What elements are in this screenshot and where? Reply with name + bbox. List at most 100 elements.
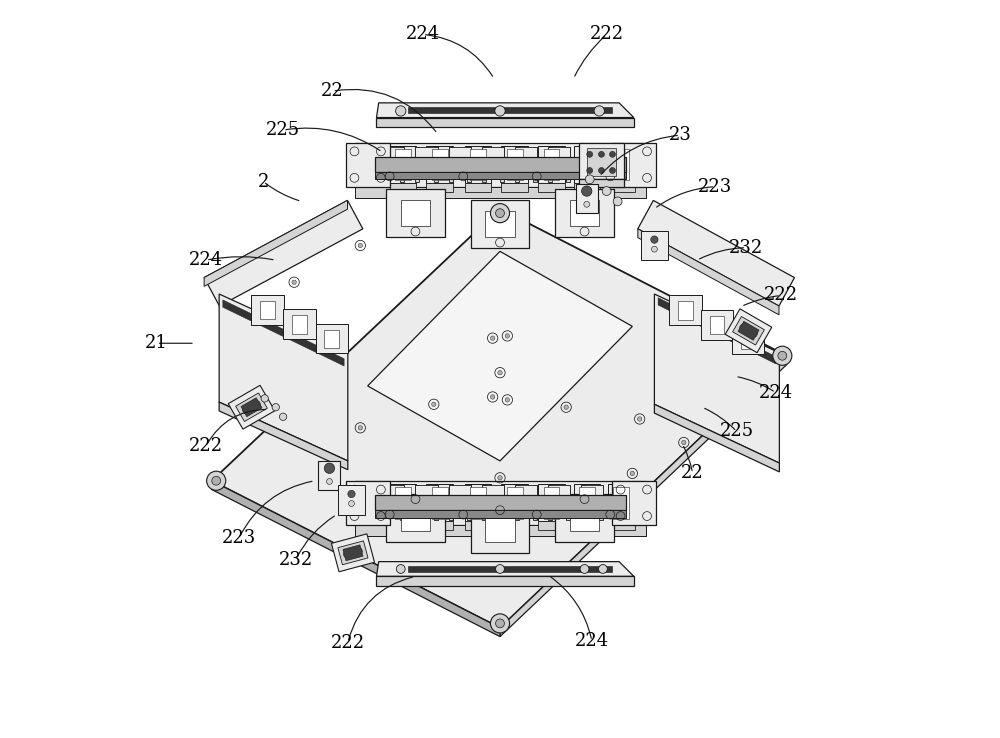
Polygon shape — [401, 505, 430, 531]
Circle shape — [778, 351, 787, 360]
Polygon shape — [251, 295, 284, 325]
Polygon shape — [654, 404, 779, 472]
Polygon shape — [449, 485, 453, 520]
Polygon shape — [432, 149, 448, 180]
Polygon shape — [613, 149, 629, 180]
Polygon shape — [324, 330, 339, 348]
Polygon shape — [471, 505, 529, 553]
Circle shape — [432, 402, 436, 407]
Circle shape — [212, 476, 221, 485]
Text: 232: 232 — [729, 238, 763, 257]
Polygon shape — [658, 297, 776, 364]
Polygon shape — [426, 521, 453, 530]
Circle shape — [651, 236, 658, 244]
Polygon shape — [515, 485, 537, 497]
Polygon shape — [204, 200, 347, 286]
Polygon shape — [555, 494, 614, 542]
Polygon shape — [316, 324, 348, 354]
Circle shape — [207, 471, 226, 490]
Polygon shape — [331, 534, 375, 572]
Polygon shape — [219, 294, 348, 461]
Polygon shape — [212, 480, 500, 637]
Polygon shape — [283, 309, 316, 339]
Circle shape — [490, 336, 495, 340]
Polygon shape — [485, 516, 515, 542]
Circle shape — [396, 106, 406, 116]
Polygon shape — [574, 183, 600, 192]
Circle shape — [496, 619, 504, 628]
Polygon shape — [741, 331, 755, 349]
Text: 222: 222 — [590, 26, 624, 44]
Circle shape — [498, 370, 502, 375]
Text: 224: 224 — [759, 384, 793, 401]
Polygon shape — [654, 294, 779, 463]
Polygon shape — [355, 187, 646, 198]
Polygon shape — [548, 147, 552, 182]
Polygon shape — [599, 485, 603, 520]
Polygon shape — [212, 209, 787, 628]
Text: 223: 223 — [698, 178, 733, 196]
Polygon shape — [415, 147, 438, 159]
Polygon shape — [426, 484, 453, 521]
Polygon shape — [579, 487, 595, 519]
Polygon shape — [219, 402, 348, 469]
Polygon shape — [382, 485, 386, 520]
Circle shape — [682, 441, 686, 445]
Polygon shape — [434, 485, 438, 520]
Polygon shape — [408, 107, 612, 113]
Circle shape — [349, 500, 354, 506]
Circle shape — [599, 168, 604, 173]
Polygon shape — [426, 146, 453, 183]
Circle shape — [610, 168, 615, 173]
Polygon shape — [434, 147, 438, 182]
Polygon shape — [733, 317, 764, 345]
Polygon shape — [390, 521, 416, 530]
Circle shape — [490, 395, 495, 399]
Polygon shape — [501, 146, 528, 183]
Polygon shape — [538, 521, 565, 530]
Circle shape — [358, 244, 363, 248]
Polygon shape — [465, 183, 491, 192]
Polygon shape — [338, 541, 368, 565]
Polygon shape — [204, 200, 363, 306]
Polygon shape — [376, 117, 634, 127]
Polygon shape — [579, 142, 624, 179]
Polygon shape — [346, 480, 390, 525]
Text: 22: 22 — [321, 82, 344, 100]
Polygon shape — [581, 485, 603, 497]
Circle shape — [496, 565, 504, 573]
Polygon shape — [375, 510, 626, 517]
Text: 232: 232 — [278, 551, 313, 569]
Polygon shape — [638, 201, 794, 306]
Circle shape — [613, 197, 622, 206]
Circle shape — [582, 186, 592, 196]
Polygon shape — [574, 146, 600, 183]
Polygon shape — [346, 142, 390, 187]
Circle shape — [580, 565, 589, 573]
Polygon shape — [632, 485, 636, 520]
Polygon shape — [566, 485, 570, 520]
Circle shape — [348, 490, 355, 497]
Polygon shape — [566, 147, 570, 182]
Polygon shape — [614, 147, 636, 159]
Polygon shape — [548, 485, 552, 520]
Circle shape — [490, 204, 510, 223]
Text: 222: 222 — [189, 437, 223, 455]
Text: 21: 21 — [145, 334, 168, 352]
Polygon shape — [581, 485, 585, 520]
Polygon shape — [570, 200, 599, 226]
Circle shape — [505, 398, 510, 402]
Polygon shape — [376, 103, 634, 117]
Polygon shape — [482, 485, 486, 520]
Polygon shape — [482, 147, 504, 159]
Polygon shape — [500, 485, 504, 520]
Polygon shape — [581, 147, 585, 182]
Text: 23: 23 — [669, 126, 692, 144]
Polygon shape — [638, 229, 779, 315]
Polygon shape — [432, 487, 448, 519]
Polygon shape — [574, 484, 600, 521]
Polygon shape — [548, 485, 570, 497]
Polygon shape — [533, 147, 537, 182]
Polygon shape — [415, 147, 419, 182]
Polygon shape — [449, 147, 453, 182]
